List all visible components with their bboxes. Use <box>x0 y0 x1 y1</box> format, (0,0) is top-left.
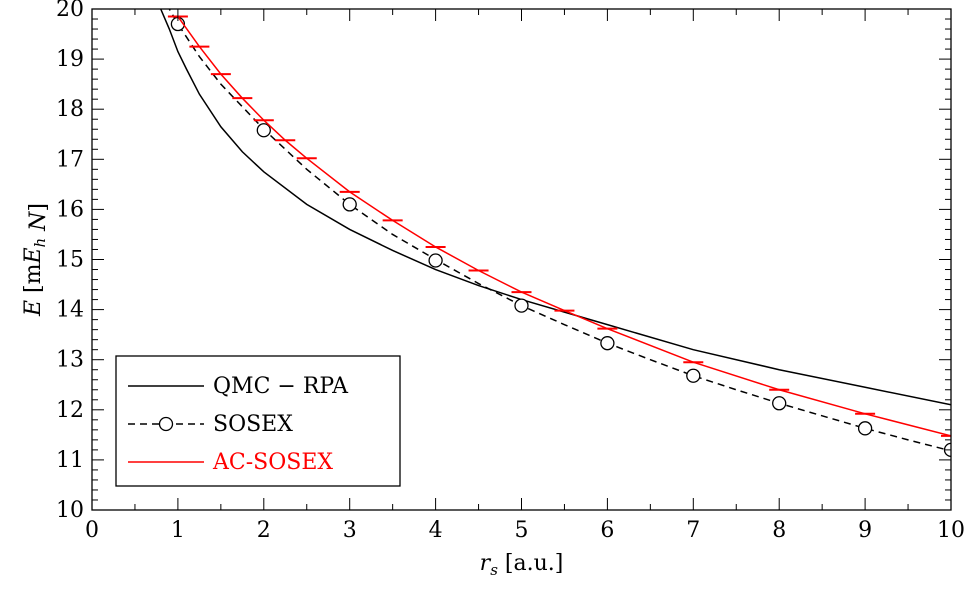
x-axis-label: rs [a.u.] <box>480 551 564 579</box>
series-line <box>160 9 951 406</box>
x-tick-label: 1 <box>171 518 185 543</box>
x-tick-label: 8 <box>772 518 786 543</box>
x-tick-label: 4 <box>429 518 443 543</box>
series-line <box>177 16 951 437</box>
data-point <box>600 336 615 351</box>
legend-marker <box>158 416 174 432</box>
data-point <box>686 368 701 383</box>
legend-item: AC-SOSEX <box>128 450 333 475</box>
y-tick-label: 17 <box>56 147 84 172</box>
ticks <box>91 8 952 511</box>
legend-label: SOSEX <box>213 412 293 437</box>
x-tick-label: 5 <box>515 518 529 543</box>
x-tick-label: 10 <box>937 518 965 543</box>
y-tick-label: 12 <box>56 398 84 423</box>
legend-item: SOSEX <box>128 412 293 437</box>
y-tick-label: 15 <box>56 248 84 273</box>
y-tick-label: 11 <box>56 448 84 473</box>
y-axis-label: E [mEh N] <box>21 203 51 317</box>
legend-item: QMC − RPA <box>128 374 349 399</box>
series-2 <box>167 15 951 437</box>
y-tick-label: 18 <box>56 97 84 122</box>
y-tick-label: 14 <box>56 298 84 323</box>
x-tick-label: 0 <box>85 518 99 543</box>
series-group <box>160 9 951 458</box>
y-tick-label: 10 <box>56 498 84 523</box>
x-tick-label: 3 <box>343 518 357 543</box>
x-tick-label: 6 <box>600 518 614 543</box>
legend: QMC − RPA SOSEX AC-SOSEX <box>115 355 401 487</box>
x-tick-label: 7 <box>686 518 700 543</box>
series-1 <box>168 9 951 458</box>
y-tick-label: 19 <box>56 47 84 72</box>
series-0 <box>160 9 951 406</box>
x-tick-label: 2 <box>257 518 271 543</box>
legend-label: QMC − RPA <box>213 374 349 399</box>
data-point <box>857 421 873 436</box>
series-line <box>168 9 951 452</box>
data-point <box>342 197 357 212</box>
legend-label: AC-SOSEX <box>212 450 333 475</box>
data-point <box>428 253 443 268</box>
data-point <box>514 298 529 313</box>
data-point <box>772 396 787 411</box>
y-tick-label: 13 <box>56 348 84 373</box>
data-point <box>256 123 271 138</box>
x-tick-label: 9 <box>858 518 872 543</box>
y-tick-label: 16 <box>56 197 84 222</box>
y-tick-label: 20 <box>56 0 84 22</box>
